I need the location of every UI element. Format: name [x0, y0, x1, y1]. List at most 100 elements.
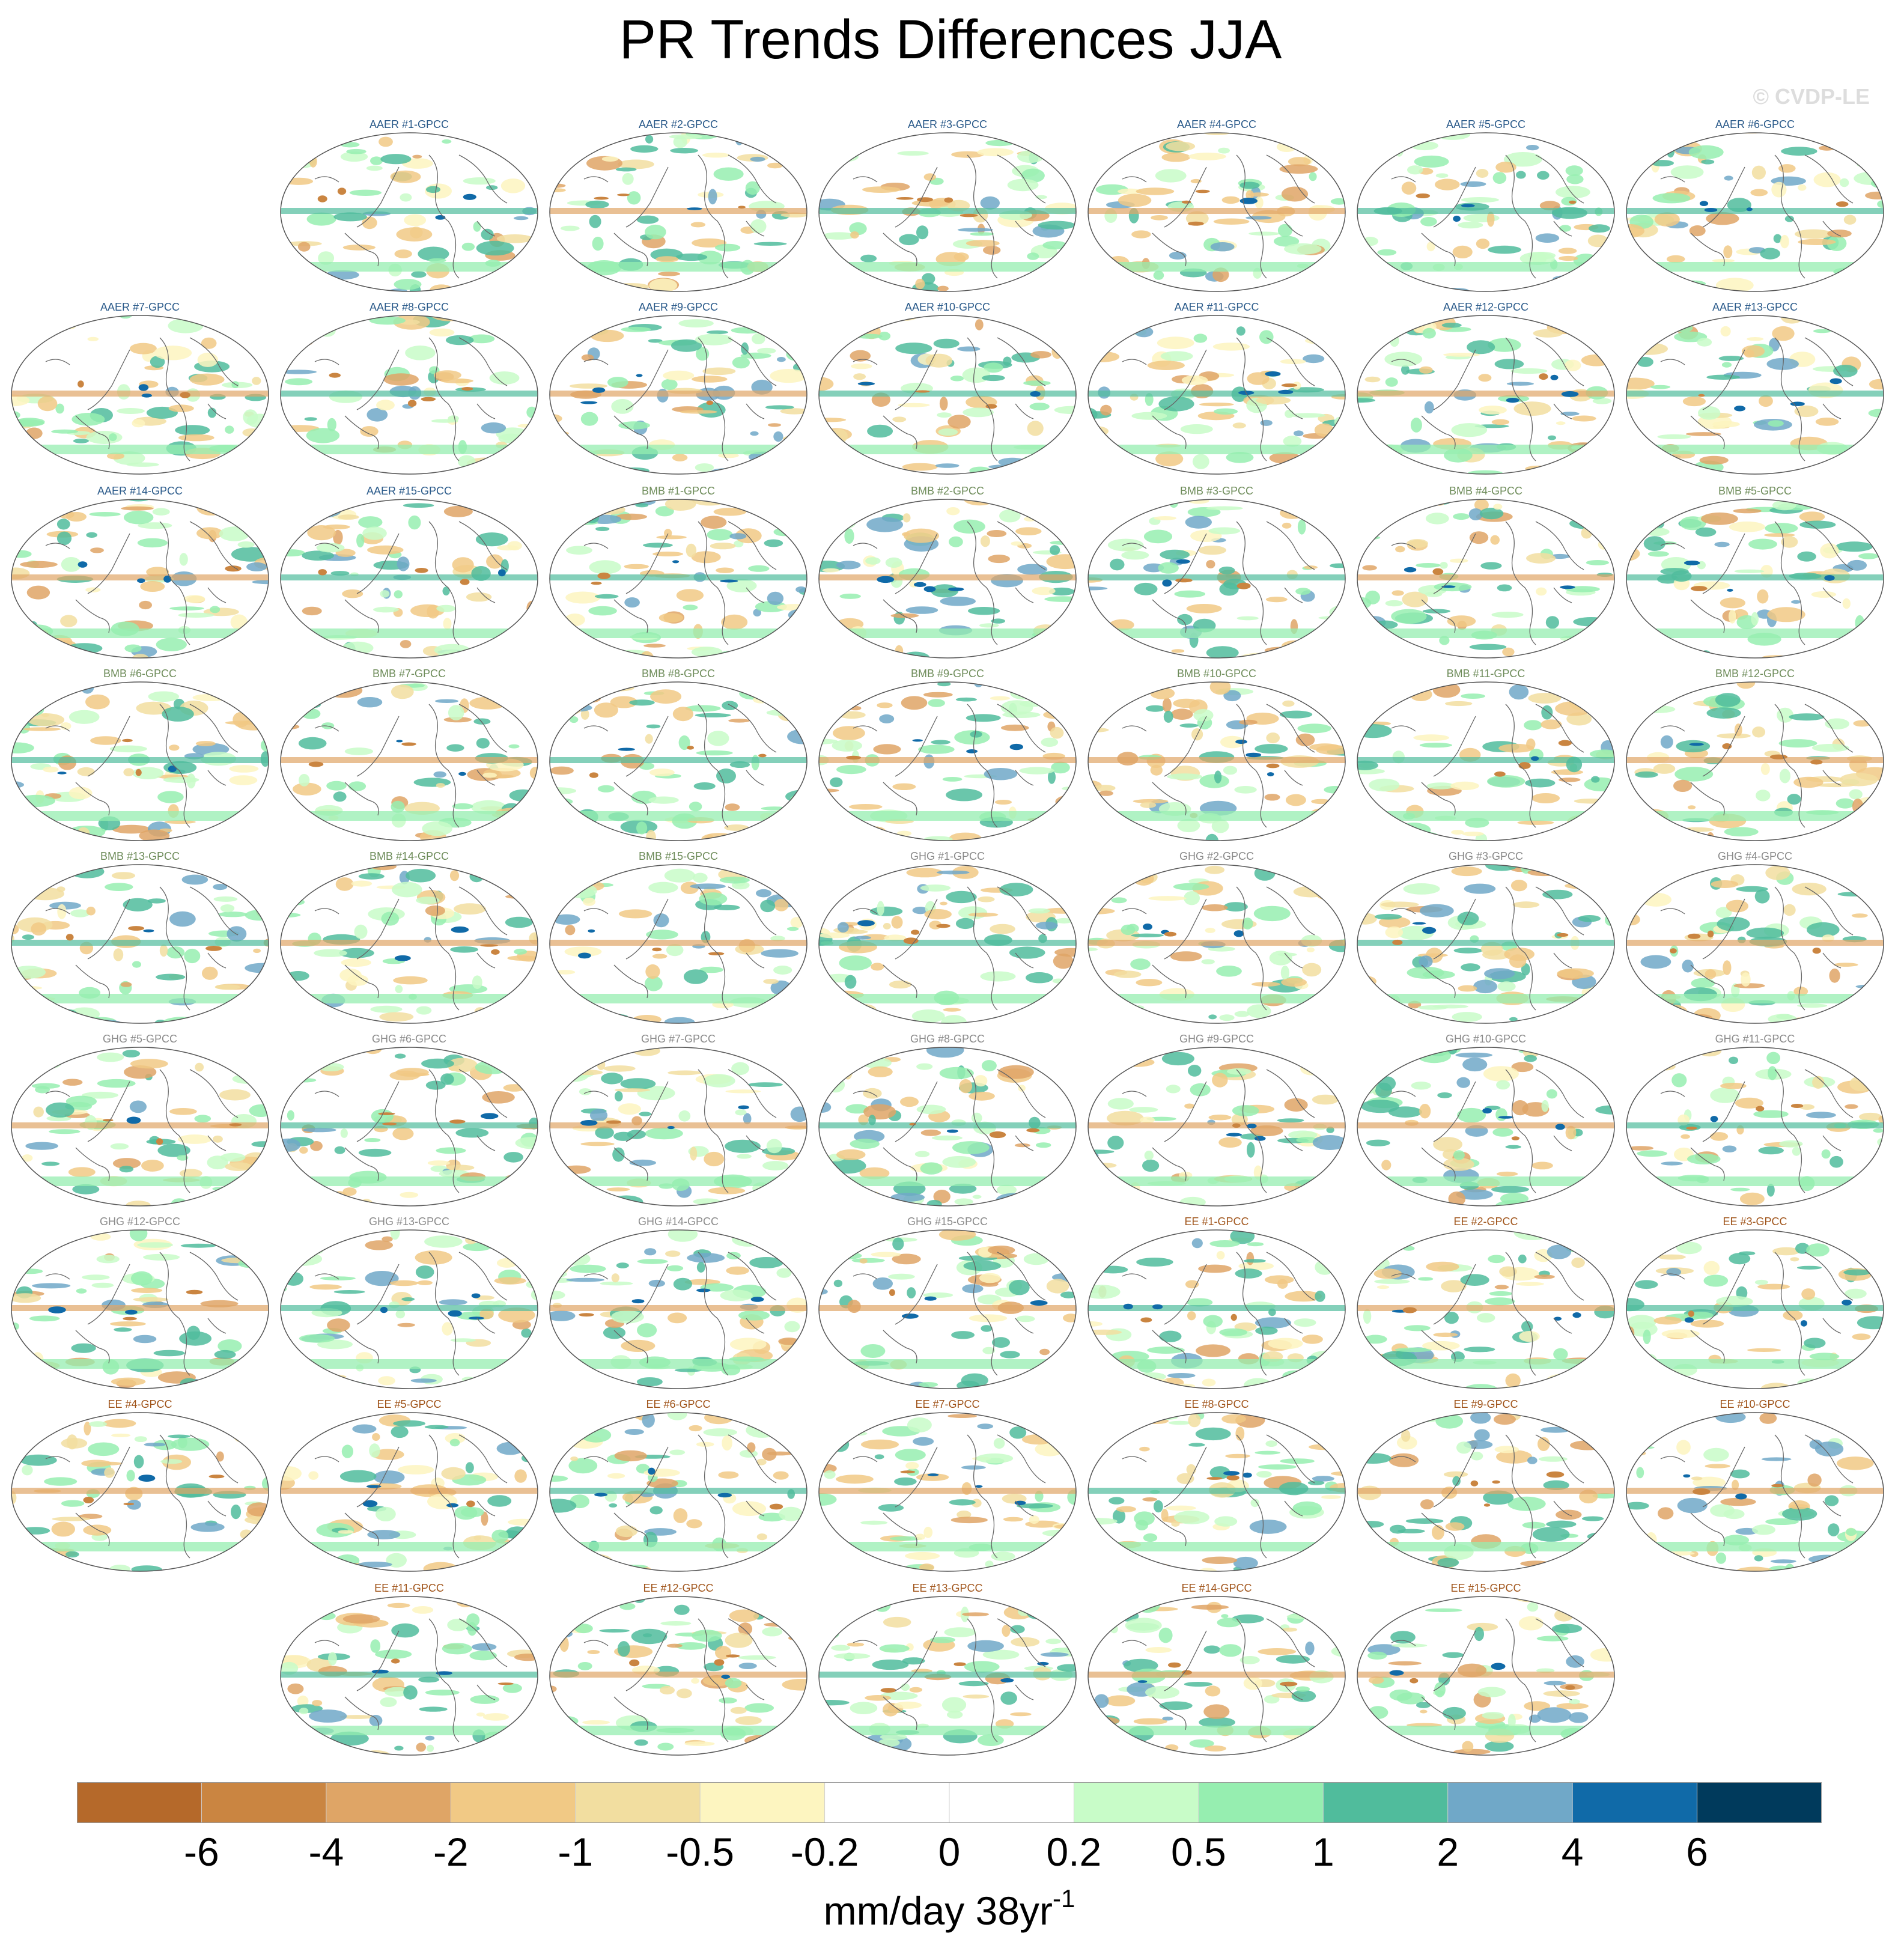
field-blob	[1274, 236, 1300, 247]
field-blob	[422, 821, 452, 836]
field-blob	[166, 946, 185, 959]
field-blob	[1590, 1648, 1614, 1662]
field-blob	[550, 868, 564, 882]
field-blob	[327, 1318, 350, 1332]
field-blob	[1641, 892, 1671, 907]
field-blob	[1382, 278, 1392, 286]
coastline	[1660, 1434, 1854, 1559]
field-blob	[1088, 586, 1108, 591]
field-blob	[1837, 315, 1860, 326]
field-blob	[1560, 412, 1580, 416]
field-blob	[1778, 739, 1817, 748]
field-blob	[1812, 744, 1849, 752]
map-panel: EE #2-GPCC	[1355, 1215, 1616, 1390]
field-blob	[1706, 212, 1739, 225]
field-blob	[253, 948, 261, 954]
field-blob	[1640, 1354, 1657, 1365]
field-blob	[983, 245, 1001, 255]
field-blob	[1597, 536, 1614, 542]
field-blob	[1734, 569, 1765, 573]
field-blob	[1260, 419, 1273, 426]
field-blob	[1688, 145, 1724, 159]
field-blob	[1469, 644, 1507, 650]
field-blob	[963, 1694, 989, 1699]
field-blob	[649, 278, 678, 291]
panel-label: EE #7-GPCC	[915, 1398, 980, 1410]
field-blob	[1193, 709, 1214, 722]
field-blob	[1088, 1348, 1101, 1356]
field-blob	[1212, 1073, 1228, 1088]
map-panel: AAER #2-GPCC	[548, 118, 809, 293]
field-blob	[1807, 1473, 1822, 1487]
field-blob	[975, 319, 984, 330]
field-blob	[740, 352, 771, 359]
field-blob	[299, 1708, 309, 1715]
field-blob	[1101, 1186, 1121, 1196]
field-blob	[1317, 499, 1337, 504]
field-blob	[793, 1529, 807, 1544]
field-blob	[826, 1188, 835, 1201]
field-blob	[494, 1010, 520, 1016]
field-blob	[333, 1290, 365, 1294]
field-blob	[1626, 1386, 1637, 1389]
field-blob	[463, 177, 496, 185]
field-blob	[1236, 616, 1259, 621]
field-blob	[415, 1265, 434, 1279]
field-blob	[981, 1060, 997, 1072]
field-blob	[370, 1005, 403, 1013]
panel-label: GHG #4-GPCC	[1717, 850, 1793, 862]
field-blob	[498, 1307, 535, 1323]
field-blob	[624, 597, 640, 608]
field-blob	[144, 1443, 166, 1447]
field-blob	[126, 462, 159, 467]
tropical-band	[550, 208, 807, 214]
panel-label: BMB #2-GPCC	[910, 485, 985, 497]
field-blob	[951, 151, 984, 158]
field-blob	[1589, 509, 1613, 523]
field-blob	[522, 269, 538, 280]
map-outline	[1087, 681, 1346, 841]
field-blob	[233, 1230, 253, 1246]
field-blob	[1017, 279, 1047, 291]
field-blob	[825, 1425, 854, 1435]
field-blob	[429, 328, 455, 336]
field-blob	[822, 568, 839, 573]
tropical-band	[1357, 208, 1614, 214]
field-blob	[376, 400, 395, 411]
field-blob	[1433, 1332, 1458, 1337]
field-blob	[746, 1422, 779, 1438]
intense-spot	[1824, 575, 1835, 581]
field-blob	[1842, 826, 1876, 836]
field-blob	[1319, 711, 1345, 717]
field-blob	[1188, 1443, 1205, 1447]
field-blob	[1826, 236, 1847, 251]
field-blob	[370, 156, 383, 165]
field-blob	[303, 683, 326, 690]
field-blob	[1381, 901, 1419, 908]
field-blob	[481, 228, 494, 240]
field-blob	[118, 315, 132, 319]
field-blob	[1445, 1522, 1465, 1531]
robinson-map	[1087, 132, 1346, 292]
field-blob	[507, 641, 520, 653]
coastline	[583, 1069, 777, 1193]
field-blob	[1673, 779, 1693, 792]
field-blob	[216, 458, 237, 473]
field-blob	[416, 1006, 432, 1015]
southern-belt	[550, 811, 807, 821]
field-blob	[854, 936, 871, 940]
field-blob	[1102, 315, 1121, 321]
field-blob	[1820, 543, 1839, 559]
field-blob	[1418, 1277, 1434, 1281]
field-blob	[819, 1493, 837, 1506]
field-blob	[643, 644, 666, 648]
field-blob	[1723, 1509, 1745, 1520]
field-blob	[1283, 1234, 1306, 1238]
field-blob	[750, 431, 759, 436]
field-blob	[245, 1068, 254, 1079]
field-blob	[707, 529, 733, 541]
field-blob	[1764, 533, 1795, 537]
field-blob	[342, 245, 376, 251]
field-blob	[1512, 1100, 1528, 1116]
field-blob	[1499, 1266, 1517, 1277]
